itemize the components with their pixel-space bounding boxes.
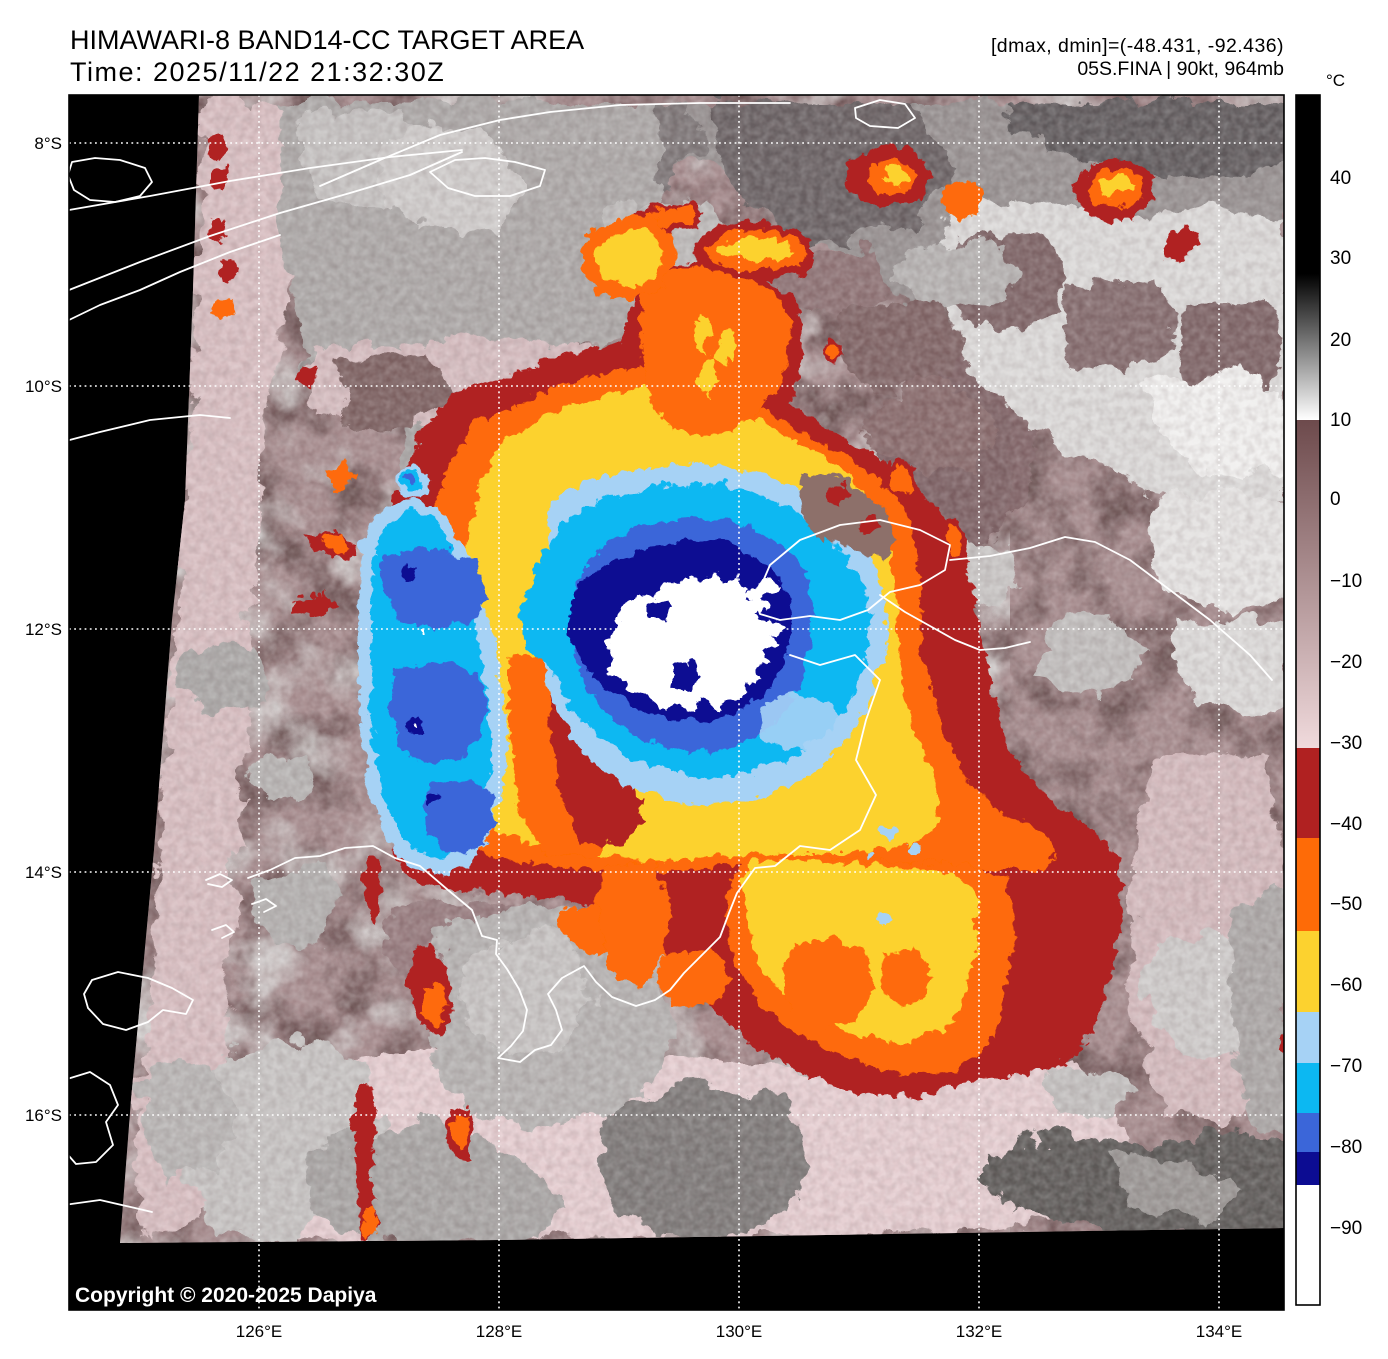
svg-text:20: 20 — [1330, 330, 1351, 351]
svg-text:°C: °C — [1326, 71, 1345, 90]
svg-text:Time: 2025/11/22 21:32:30Z: Time: 2025/11/22 21:32:30Z — [70, 57, 445, 87]
svg-text:130°E: 130°E — [716, 1322, 763, 1341]
svg-text:14°S: 14°S — [25, 863, 62, 882]
svg-text:40: 40 — [1330, 168, 1351, 189]
svg-text:−80: −80 — [1330, 1137, 1362, 1158]
svg-text:16°S: 16°S — [25, 1106, 62, 1125]
svg-text:0: 0 — [1330, 489, 1341, 510]
svg-text:128°E: 128°E — [476, 1322, 523, 1341]
svg-text:10°S: 10°S — [25, 377, 62, 396]
svg-text:[dmax, dmin]=(-48.431, -92.436: [dmax, dmin]=(-48.431, -92.436) — [991, 35, 1284, 57]
svg-text:−40: −40 — [1330, 814, 1362, 835]
svg-text:HIMAWARI-8 BAND14-CC TARGET AR: HIMAWARI-8 BAND14-CC TARGET AREA — [70, 25, 584, 55]
svg-text:05S.FINA | 90kt, 964mb: 05S.FINA | 90kt, 964mb — [1077, 58, 1284, 80]
svg-text:8°S: 8°S — [34, 134, 62, 153]
svg-text:−50: −50 — [1330, 894, 1362, 915]
svg-text:12°S: 12°S — [25, 620, 62, 639]
svg-text:132°E: 132°E — [956, 1322, 1003, 1341]
svg-text:−30: −30 — [1330, 733, 1362, 754]
svg-text:10: 10 — [1330, 410, 1351, 431]
svg-text:126°E: 126°E — [236, 1322, 283, 1341]
svg-text:−90: −90 — [1330, 1218, 1362, 1239]
svg-text:30: 30 — [1330, 248, 1351, 269]
svg-text:−70: −70 — [1330, 1056, 1362, 1077]
svg-text:−20: −20 — [1330, 652, 1362, 673]
svg-text:−60: −60 — [1330, 975, 1362, 996]
svg-text:134°E: 134°E — [1196, 1322, 1243, 1341]
svg-text:Copyright © 2020-2025 Dapiya: Copyright © 2020-2025 Dapiya — [75, 1284, 377, 1307]
svg-text:−10: −10 — [1330, 571, 1362, 592]
